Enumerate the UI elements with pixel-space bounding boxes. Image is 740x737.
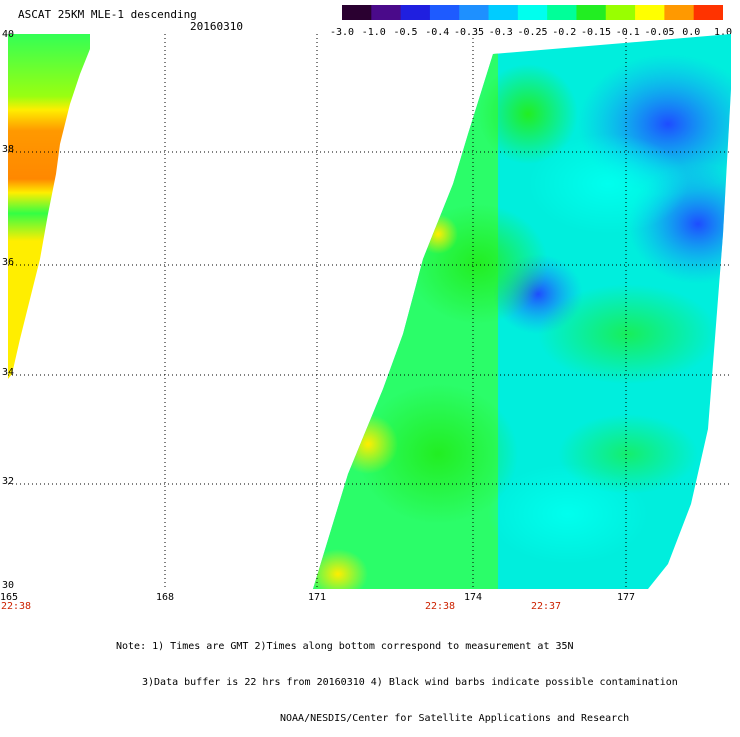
right-swath: [313, 34, 731, 589]
colorbar-tick-label: 0.0: [682, 27, 701, 38]
colorbar-segment: [400, 5, 431, 20]
longitude-label: 174: [463, 592, 483, 603]
latitude-label: 34: [2, 367, 15, 378]
colorbar-tick-label: -1.0: [361, 27, 386, 38]
colorbar-segment: [488, 5, 519, 20]
latitude-label: 30: [2, 580, 15, 591]
longitude-label: 168: [155, 592, 175, 603]
colorbar-segment: [605, 5, 636, 20]
colorbar-tick-label: -0.5: [393, 27, 418, 38]
colorbar-tick-label: -0.2: [552, 27, 577, 38]
left-swath: [8, 34, 90, 379]
colorbar-segment: [693, 5, 723, 20]
map-title: ASCAT 25KM MLE-1 descending: [18, 8, 197, 21]
colorbar-tick-label: -0.25: [517, 27, 548, 38]
colorbar-segment: [342, 5, 372, 20]
colorbar-tick-label: -0.4: [425, 27, 450, 38]
time-label: 22:37: [530, 601, 562, 612]
colorbar: [342, 5, 723, 20]
colorbar-tick-label: -0.05: [644, 27, 675, 38]
swath-map: [8, 34, 731, 589]
time-label: 22:38: [0, 601, 32, 612]
latitude-label: 40: [2, 29, 15, 40]
map-date: 20160310: [190, 20, 243, 33]
note-line-1: Note: 1) Times are GMT 2)Times along bot…: [116, 641, 574, 652]
colorbar-tick-label: -0.35: [453, 27, 485, 38]
colorbar-segment: [635, 5, 665, 20]
latitude-label: 38: [2, 144, 15, 155]
colorbar-segment: [459, 5, 490, 20]
colorbar-segment: [547, 5, 577, 20]
colorbar-segment: [576, 5, 607, 20]
longitude-label: 165: [0, 592, 19, 603]
colorbar-tick-label: 1.0: [713, 27, 733, 38]
colorbar-tick-label: -0.3: [488, 27, 513, 38]
graticule: [8, 34, 731, 589]
colorbar-segment: [429, 5, 460, 20]
colorbar-segment: [664, 5, 695, 20]
longitude-label: 171: [307, 592, 327, 603]
colorbar-tick-label: -3.0: [329, 27, 355, 38]
latitude-label: 36: [2, 257, 15, 268]
colorbar-segment: [371, 5, 402, 20]
longitude-label: 177: [616, 592, 636, 603]
note-line-3: NOAA/NESDIS/Center for Satellite Applica…: [280, 713, 630, 724]
colorbar-tick-label: -0.15: [580, 27, 612, 38]
time-label: 22:38: [424, 601, 456, 612]
note-line-2: 3)Data buffer is 22 hrs from 20160310 4)…: [142, 677, 678, 688]
colorbar-tick-label: -0.1: [615, 27, 640, 38]
colorbar-segment: [517, 5, 548, 20]
footnotes: Note: 1) Times are GMT 2)Times along bot…: [116, 617, 678, 737]
latitude-label: 32: [2, 476, 15, 487]
